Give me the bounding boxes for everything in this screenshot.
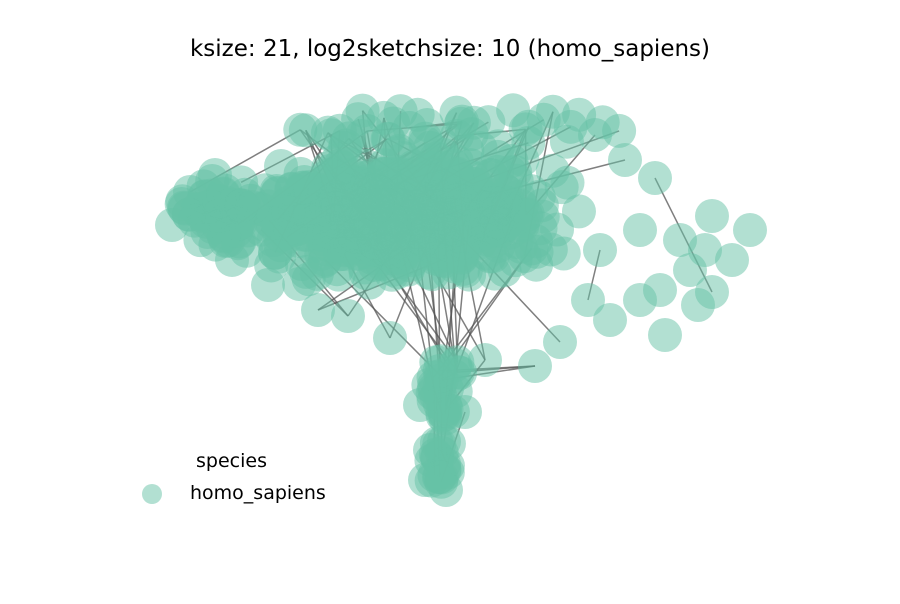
network-node xyxy=(337,219,371,253)
network-node xyxy=(623,213,657,247)
legend-label: homo_sapiens xyxy=(190,482,326,504)
network-node xyxy=(695,199,729,233)
network-node xyxy=(413,433,447,467)
network-node xyxy=(341,186,375,220)
network-node xyxy=(221,207,255,241)
network-node xyxy=(673,253,707,287)
network-node xyxy=(403,388,437,422)
network-node xyxy=(545,170,579,204)
network-node xyxy=(519,224,553,258)
legend-marker xyxy=(142,484,162,504)
network-node xyxy=(663,223,697,257)
network-node xyxy=(251,268,285,302)
network-node xyxy=(408,126,442,160)
network-node xyxy=(301,293,335,327)
network-node xyxy=(478,257,512,291)
network-node xyxy=(429,473,463,507)
network-node xyxy=(376,220,410,254)
network-node xyxy=(352,266,386,300)
network-node xyxy=(311,116,345,150)
network-node xyxy=(371,122,405,156)
network-node xyxy=(471,105,505,139)
network-node xyxy=(571,283,605,317)
network-node xyxy=(543,325,577,359)
network-node xyxy=(518,349,552,383)
network-node xyxy=(155,208,189,242)
network-node xyxy=(423,354,457,388)
network-node xyxy=(479,186,513,220)
network-node xyxy=(681,288,715,322)
network-node xyxy=(512,110,546,144)
network-node xyxy=(578,118,612,152)
network-node xyxy=(608,143,642,177)
network-node xyxy=(648,318,682,352)
network-node xyxy=(448,395,482,429)
network-node xyxy=(733,213,767,247)
network-node xyxy=(432,169,466,203)
legend-title: species xyxy=(196,450,267,472)
network-node xyxy=(331,299,365,333)
network-node xyxy=(373,321,407,355)
network-node xyxy=(440,96,474,130)
network-node xyxy=(583,233,617,267)
network-node xyxy=(468,343,502,377)
network-node xyxy=(418,234,452,268)
chart-title: ksize: 21, log2sketchsize: 10 (homo_sapi… xyxy=(0,36,900,62)
network-node xyxy=(638,161,672,195)
network-node xyxy=(623,283,657,317)
network-node xyxy=(198,158,232,192)
